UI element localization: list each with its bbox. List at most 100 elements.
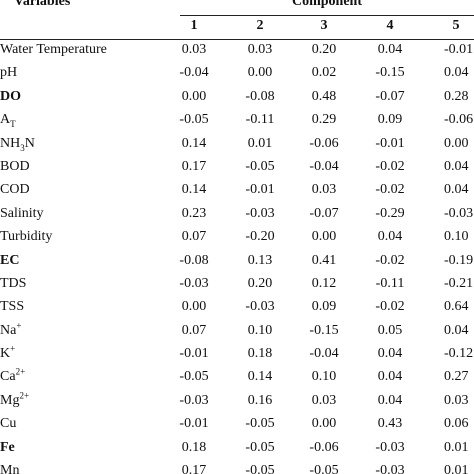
loading-cell: 0.16 <box>247 392 273 408</box>
label-superscript: 2+ <box>15 366 26 377</box>
table-row: Mg2+ -0.03 0.16 0.03 0.04 0.03 <box>0 389 474 412</box>
loading-cell: 0.29 <box>311 112 337 128</box>
loading-cell: 0.04 <box>444 65 469 81</box>
table-row: K+ -0.01 0.18 -0.04 0.04 -0.12 <box>0 342 474 365</box>
component-number-2: 2 <box>256 18 264 33</box>
loading-cell: 0.00 <box>444 135 469 151</box>
loading-cell: 0.00 <box>181 299 207 315</box>
loading-cell: 0.27 <box>444 369 469 385</box>
loading-cell: -0.19 <box>444 252 474 268</box>
label-superscript: + <box>10 343 16 354</box>
loading-cell: -0.08 <box>179 252 209 268</box>
loading-cell: 0.04 <box>444 158 469 174</box>
loading-cell: 0.07 <box>181 322 207 338</box>
loading-cell: -0.02 <box>375 252 405 268</box>
loading-cell: 0.48 <box>311 88 337 104</box>
table-row: Mn 0.17 -0.05 -0.05 -0.03 0.01 <box>0 459 474 474</box>
variable-label: Mg2+ <box>0 389 29 412</box>
loading-cell: 0.43 <box>377 416 403 432</box>
loading-cell: -0.05 <box>245 439 275 455</box>
variable-label: K+ <box>0 342 15 365</box>
loading-cell: -0.01 <box>444 42 474 57</box>
loading-cell: 0.13 <box>247 252 273 268</box>
loading-cell: -0.20 <box>245 229 275 245</box>
loading-cell: -0.03 <box>375 439 405 455</box>
component-header: Component <box>292 0 363 9</box>
loading-cell: -0.03 <box>245 205 275 221</box>
variable-label: Turbidity <box>0 229 53 245</box>
table-row: Salinity 0.23 -0.03 -0.07 -0.29 -0.03 <box>0 202 474 225</box>
loading-cell: -0.01 <box>245 182 275 198</box>
loading-cell: 0.04 <box>377 392 403 408</box>
loading-cell: -0.05 <box>309 463 339 474</box>
loading-cell: -0.03 <box>179 392 209 408</box>
table-body: Water Temperature 0.03 0.03 0.20 0.04 -0… <box>0 38 474 474</box>
table-row: Water Temperature 0.03 0.03 0.20 0.04 -0… <box>0 38 474 61</box>
label-subscript: T <box>10 118 16 129</box>
loading-cell: 0.01 <box>444 439 469 455</box>
table-row: AT -0.05 -0.11 0.29 0.09 -0.06 <box>0 108 474 131</box>
table-row: Na+ 0.07 0.10 -0.15 0.05 0.04 <box>0 319 474 342</box>
loading-cell: 0.04 <box>377 369 403 385</box>
variable-label: Fe <box>0 439 15 455</box>
variable-label: Mn <box>0 463 20 474</box>
loading-cell: 0.00 <box>311 229 337 245</box>
loading-cell: 0.03 <box>181 42 207 57</box>
loading-cell: 0.00 <box>311 416 337 432</box>
variable-label: COD <box>0 182 30 198</box>
loading-cell: -0.06 <box>444 112 474 128</box>
label-main: K <box>0 346 11 362</box>
header-rule <box>0 39 474 40</box>
loading-cell: -0.11 <box>375 275 405 291</box>
loading-cell: -0.01 <box>179 416 209 432</box>
loading-cell: -0.03 <box>245 299 275 315</box>
loading-cell: 0.00 <box>181 88 207 104</box>
loading-cell: -0.07 <box>309 205 339 221</box>
component-number-1: 1 <box>190 18 198 33</box>
loading-cell: -0.04 <box>309 346 339 362</box>
loading-cell: -0.04 <box>179 65 209 81</box>
loading-cell: 0.09 <box>311 299 337 315</box>
variable-label: DO <box>0 88 21 104</box>
loading-cell: 0.64 <box>444 299 469 315</box>
loading-cell: 0.04 <box>377 346 403 362</box>
loading-cell: 0.02 <box>311 65 337 81</box>
variable-label: BOD <box>0 158 30 174</box>
loading-cell: -0.03 <box>444 205 474 221</box>
table-row: Fe 0.18 -0.05 -0.06 -0.03 0.01 <box>0 436 474 459</box>
loading-cell: 0.05 <box>377 322 403 338</box>
table-row: pH -0.04 0.00 0.02 -0.15 0.04 <box>0 61 474 84</box>
loading-cell: 0.14 <box>181 182 207 198</box>
variable-label: pH <box>0 65 18 81</box>
table-row: BOD 0.17 -0.05 -0.04 -0.02 0.04 <box>0 155 474 178</box>
loading-cell: -0.15 <box>309 322 339 338</box>
label-superscript: 2+ <box>19 390 30 401</box>
loading-cell: 0.04 <box>377 42 403 57</box>
loading-cell: -0.15 <box>375 65 405 81</box>
loading-cell: 0.03 <box>311 392 337 408</box>
loading-cell: 0.04 <box>377 229 403 245</box>
table-row: Cu -0.01 -0.05 0.00 0.43 0.06 <box>0 412 474 435</box>
loading-cell: -0.05 <box>245 158 275 174</box>
variable-label: EC <box>0 252 20 268</box>
loading-cell: 0.23 <box>181 205 207 221</box>
loading-cell: -0.01 <box>375 135 405 151</box>
loading-cell: 0.01 <box>444 463 469 474</box>
loading-cell: -0.02 <box>375 299 405 315</box>
loading-cell: 0.18 <box>247 346 273 362</box>
label-superscript: + <box>16 320 22 331</box>
loading-cell: 0.00 <box>247 65 273 81</box>
loading-cell: -0.02 <box>375 182 405 198</box>
variable-label: Water Temperature <box>0 42 107 57</box>
loading-cell: 0.17 <box>181 158 207 174</box>
table-row: Turbidity 0.07 -0.20 0.00 0.04 0.10 <box>0 225 474 248</box>
loading-cell: 0.28 <box>444 88 469 104</box>
loading-cell: 0.20 <box>311 42 337 57</box>
label-subscript: 3 <box>20 142 25 153</box>
variable-label: AT <box>0 108 16 131</box>
loading-cell: 0.12 <box>311 275 337 291</box>
loading-cell: 0.14 <box>181 135 207 151</box>
loading-cell: -0.12 <box>444 346 474 362</box>
loading-cell: -0.04 <box>309 158 339 174</box>
loading-cell: 0.07 <box>181 229 207 245</box>
